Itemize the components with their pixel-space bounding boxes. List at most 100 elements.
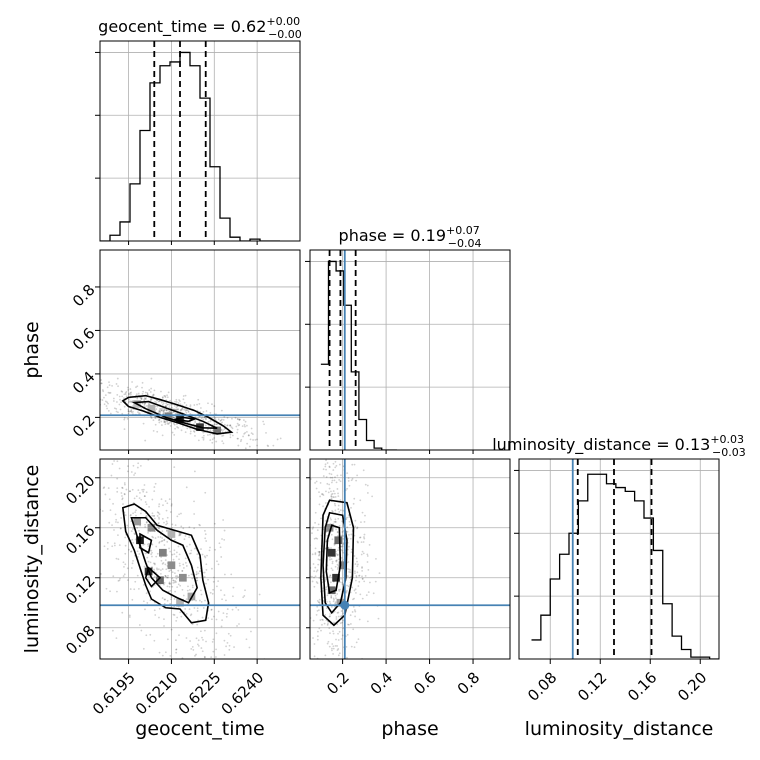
sample-point (325, 540, 327, 543)
sample-point (111, 384, 113, 387)
sample-point (159, 536, 162, 538)
sample-point (189, 614, 192, 617)
sample-point (109, 412, 112, 415)
sample-point (348, 576, 351, 579)
sample-point (334, 520, 337, 523)
sample-point (112, 400, 115, 402)
sample-point (329, 581, 332, 584)
sample-point (115, 408, 118, 410)
sample-point (350, 576, 352, 579)
sample-point (68, 478, 70, 480)
sample-point (148, 389, 151, 391)
sample-point (329, 700, 331, 702)
sample-point (196, 623, 199, 626)
sample-point (123, 397, 125, 400)
sample-point (173, 434, 176, 436)
density-cell (327, 548, 336, 557)
sample-point (118, 454, 120, 456)
sample-point (155, 555, 158, 558)
sample-point (307, 649, 309, 651)
sample-point (334, 460, 337, 463)
sample-point (137, 411, 139, 413)
sample-point (177, 408, 180, 411)
sample-point (159, 569, 162, 572)
sample-point (345, 591, 348, 594)
sample-point (135, 386, 137, 389)
sample-point (162, 504, 164, 507)
sample-point (202, 607, 205, 609)
sample-point (296, 451, 298, 453)
sample-point (121, 495, 123, 497)
sample-point (181, 425, 184, 427)
sample-point (116, 393, 119, 396)
sample-point (326, 462, 329, 464)
sample-point (176, 412, 179, 415)
sample-point (220, 625, 223, 628)
sample-point (52, 450, 54, 452)
sample-point (158, 522, 160, 524)
sample-point (156, 511, 159, 514)
sample-point (319, 619, 322, 621)
sample-point (175, 619, 178, 622)
sample-point (346, 487, 349, 490)
sample-point (354, 570, 356, 573)
sample-point (213, 522, 216, 525)
sample-point (184, 431, 187, 434)
sample-point (128, 490, 131, 493)
sample-point (24, 436, 26, 438)
sample-point (180, 429, 183, 432)
panel-title-geocent_time: geocent_time = 0.62+0.00 −0.00 (98, 15, 302, 41)
sample-point (162, 410, 165, 413)
sample-point (374, 580, 377, 583)
sample-point (349, 569, 351, 571)
density-cell (327, 586, 336, 595)
sample-point (193, 513, 196, 515)
sample-point (361, 567, 363, 569)
sample-point (168, 581, 171, 584)
sample-point (150, 399, 152, 401)
sample-point (351, 463, 354, 466)
sample-point (317, 551, 320, 553)
sample-point (241, 665, 243, 667)
sample-point (329, 632, 331, 635)
sample-point (335, 618, 338, 620)
sample-point (330, 533, 333, 536)
sample-point (242, 596, 245, 599)
sample-point (272, 444, 275, 447)
sample-point (210, 618, 213, 621)
sample-point (329, 574, 332, 577)
sample-point (129, 513, 132, 516)
sample-point (91, 501, 93, 503)
sample-point (166, 396, 169, 399)
sample-point (316, 582, 319, 585)
density-cell (167, 561, 176, 570)
sample-point (117, 385, 119, 388)
sample-point (221, 619, 224, 621)
sample-point (162, 410, 165, 412)
sample-point (321, 493, 323, 495)
sample-point (319, 482, 322, 484)
sample-point (127, 412, 130, 415)
sample-point (169, 550, 172, 553)
contour-level (130, 516, 198, 604)
sample-point (204, 599, 206, 602)
sample-point (129, 514, 132, 517)
sample-point (223, 573, 226, 576)
sample-point (145, 671, 147, 673)
sample-point (166, 394, 168, 397)
sample-point (135, 509, 137, 512)
sample-point (98, 465, 100, 467)
sample-point (334, 518, 337, 521)
sample-point (131, 400, 134, 403)
sample-point (354, 588, 357, 591)
sample-point (138, 412, 141, 415)
sample-point (339, 509, 342, 512)
sample-point (165, 405, 168, 408)
sample-point (218, 542, 221, 545)
sample-point (121, 390, 124, 393)
sample-point (173, 538, 176, 541)
sample-point (158, 410, 161, 412)
sample-point (180, 408, 183, 411)
sample-point (324, 465, 327, 468)
sample-point (276, 438, 279, 441)
